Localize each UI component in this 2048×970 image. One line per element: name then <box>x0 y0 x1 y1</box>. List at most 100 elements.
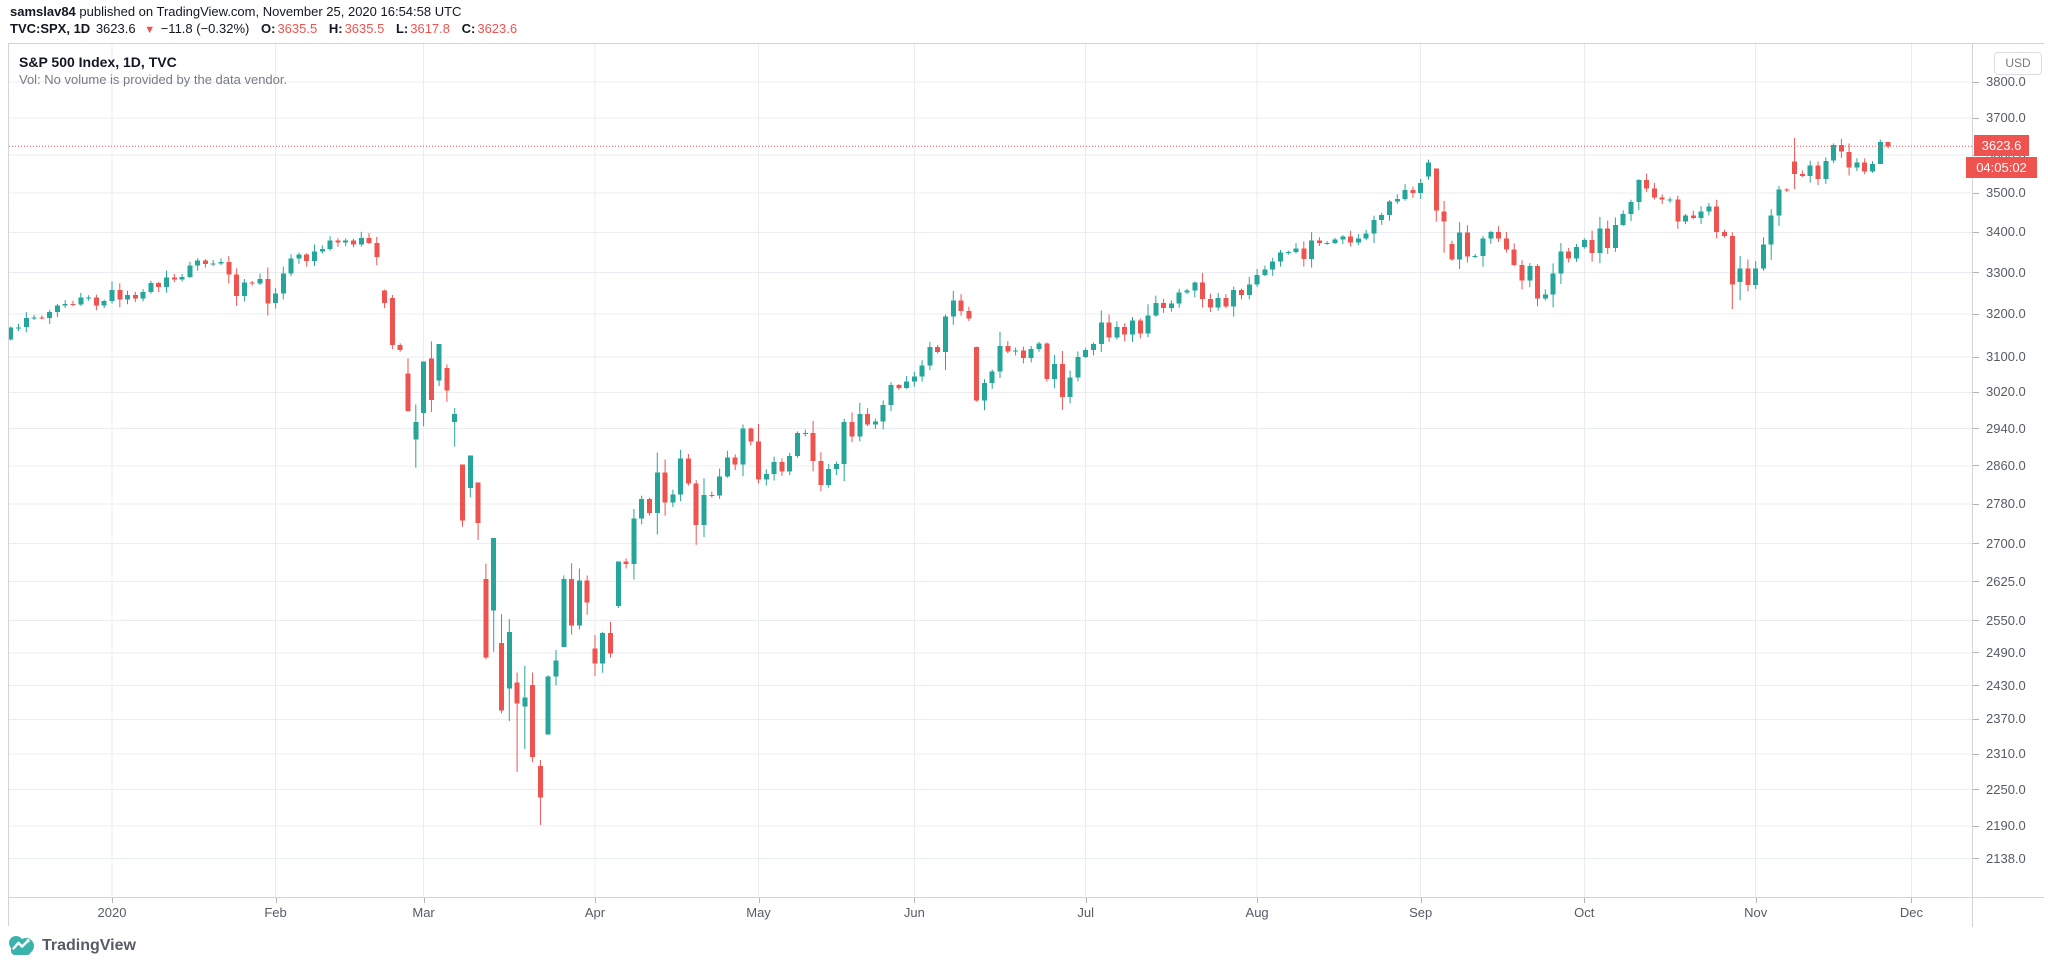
candle <box>241 279 247 302</box>
time-tick <box>594 898 596 903</box>
candlestick-plot[interactable] <box>9 44 1972 897</box>
candle <box>982 379 987 411</box>
candle <box>1410 186 1416 198</box>
candle <box>1044 342 1050 382</box>
candle <box>576 568 582 630</box>
time-axis-label: 2020 <box>97 905 127 920</box>
candle <box>1363 229 1369 241</box>
header-last-price: 3623.6 <box>95 21 136 36</box>
candle <box>1496 226 1502 242</box>
price-tick <box>1973 858 1979 860</box>
time-tick <box>1420 898 1422 903</box>
candle <box>1620 210 1626 226</box>
price-axis-label: 2860.0 <box>1986 457 2026 473</box>
candle <box>1394 194 1400 204</box>
time-axis-label: Nov <box>1744 905 1768 920</box>
candle <box>444 364 450 402</box>
candle <box>1239 288 1244 300</box>
candle <box>47 309 53 324</box>
candle <box>1885 141 1891 149</box>
symbol-status-line: TVC:SPX, 1D 3623.6 ▼ −11.8 (−0.32%) O: 36… <box>10 20 519 39</box>
candle <box>1316 237 1322 246</box>
candle <box>1013 347 1019 356</box>
candle <box>1207 293 1213 312</box>
candle <box>288 254 294 277</box>
close-label: C: <box>461 21 476 36</box>
price-tick <box>1973 391 1979 393</box>
price-axis-label: 2940.0 <box>1986 420 2026 436</box>
candle-series <box>9 138 1891 825</box>
candle <box>1418 178 1424 200</box>
candle <box>1075 351 1081 382</box>
candle <box>1153 295 1159 317</box>
last-price-label: 3623.6 <box>1974 135 2029 157</box>
legend-volume-note: Vol: No volume is provided by the data v… <box>19 72 288 87</box>
candle <box>608 621 613 658</box>
candle <box>1254 268 1260 288</box>
footer-brand[interactable]: TradingView <box>8 934 136 957</box>
candle <box>413 404 419 468</box>
price-tick <box>1973 543 1979 544</box>
time-tick <box>423 898 425 903</box>
candle <box>1799 170 1805 177</box>
candle <box>1714 199 1720 239</box>
published-text: published on TradingView.com, November 2… <box>75 4 462 19</box>
candle <box>943 314 948 371</box>
candle <box>1472 253 1478 259</box>
time-tick <box>1755 898 1757 903</box>
username: samslav84 <box>10 4 76 19</box>
candle <box>1036 341 1042 352</box>
chart-frame: S&P 500 Index, 1D, TVC Vol: No volume is… <box>8 43 2044 927</box>
candle <box>1223 294 1229 309</box>
candle <box>514 672 520 772</box>
candle <box>849 412 855 443</box>
candle <box>202 259 208 268</box>
candle <box>1215 293 1221 311</box>
candle <box>249 281 255 286</box>
price-axis-label: 3100.0 <box>1986 349 2026 364</box>
price-axis[interactable]: USD 3623.6 04:05:02 3800.03700.03600.035… <box>1966 44 2044 897</box>
candle <box>1426 159 1431 180</box>
low-label: L: <box>395 21 409 36</box>
candle <box>1309 232 1315 268</box>
price-tick <box>1973 117 1979 119</box>
change-value: −11.8 (−0.32%) <box>160 21 250 36</box>
candle <box>522 665 528 749</box>
candle <box>1480 235 1486 267</box>
candle <box>1792 138 1798 189</box>
candle <box>1301 241 1307 267</box>
candle <box>397 343 403 352</box>
candle <box>662 459 668 516</box>
candle <box>1457 222 1463 270</box>
candle <box>974 346 980 402</box>
candle <box>312 244 317 266</box>
candle <box>164 270 169 293</box>
currency-usd-button[interactable]: USD <box>1994 52 2042 75</box>
time-axis[interactable]: 2020 Feb Mar Apr May Jun Jul Aug Sep Oct Nov Dec <box>9 897 1972 927</box>
candle <box>1052 355 1058 389</box>
candle <box>1535 264 1540 307</box>
candle <box>31 314 37 320</box>
candle <box>1737 255 1743 301</box>
candle <box>896 384 902 390</box>
candle <box>1067 370 1073 404</box>
candle <box>647 497 652 516</box>
candle <box>1355 234 1361 246</box>
candle <box>257 273 263 285</box>
candle <box>1200 272 1206 308</box>
candle <box>1441 200 1447 253</box>
price-tick <box>1973 620 1979 622</box>
candle <box>171 274 177 283</box>
price-axis-label: 3020.0 <box>1986 384 2026 400</box>
candle <box>109 281 115 304</box>
time-axis-label: Jul <box>1077 905 1095 920</box>
price-tick <box>1973 718 1979 720</box>
candle <box>1340 235 1346 244</box>
price-axis-label: 2490.0 <box>1986 644 2026 660</box>
candle <box>888 382 894 411</box>
candle <box>717 468 723 499</box>
candle <box>911 371 917 387</box>
candle <box>335 238 341 247</box>
candle <box>795 431 800 458</box>
open-label: O: <box>261 21 276 36</box>
